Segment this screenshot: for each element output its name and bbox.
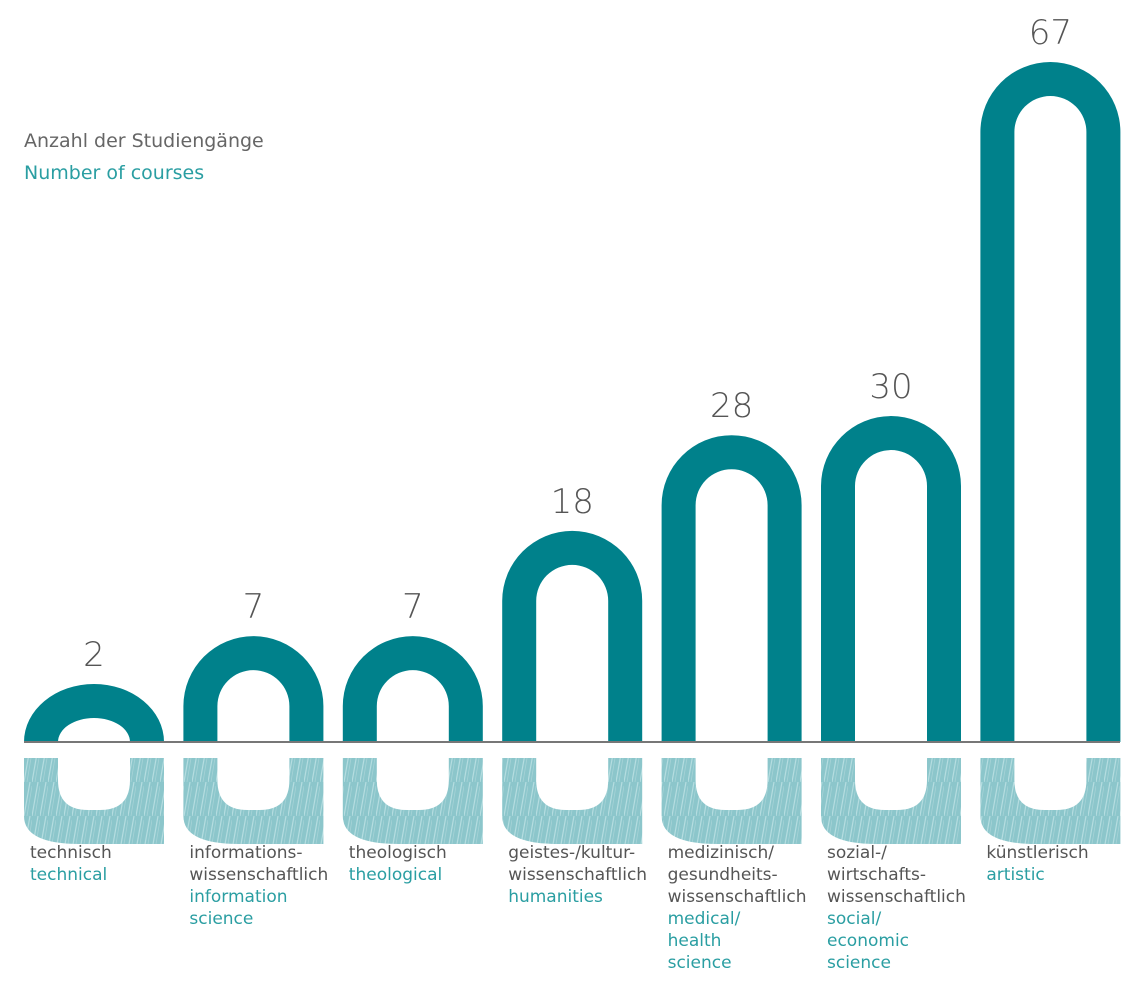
bar-arch-7: [980, 62, 1121, 742]
category-label-english: theological: [348, 865, 443, 885]
category-label-5: medizinisch/ gesundheits- wissenschaftli…: [668, 842, 818, 974]
bar-6: [821, 416, 961, 844]
category-label-4: geistes-/kultur- wissenschaftlich humanit…: [508, 842, 658, 908]
value-label-2: 7: [243, 587, 265, 627]
category-label-3: theologisch theological: [349, 842, 499, 886]
y-axis-label-english: Number of courses: [24, 162, 205, 184]
bar-7: [980, 62, 1121, 844]
category-label-english: social/ economic science: [827, 909, 910, 973]
bar-reflection-6: [821, 758, 961, 844]
bar-arch-5: [661, 435, 802, 742]
category-label-1: technisch technical: [30, 842, 180, 886]
bar-2: [183, 636, 324, 844]
bar-arch-6: [821, 416, 961, 742]
category-label-german: sozial-/ wirtschafts- wissenschaftlich: [827, 843, 966, 907]
bar-4: [502, 530, 643, 844]
value-label-3: 7: [402, 587, 424, 627]
bar-arch-4: [502, 530, 643, 742]
bar-arch-1: [24, 684, 164, 742]
bar-reflection-4: [502, 758, 643, 844]
value-label-4: 18: [551, 482, 594, 522]
category-label-english: medical/ health science: [667, 909, 741, 973]
category-label-german: medizinisch/ gesundheits- wissenschaftli…: [667, 843, 807, 907]
bar-reflection-2: [183, 758, 324, 844]
category-label-2: informations- wissenschaftlich informatio…: [189, 842, 339, 930]
bar-reflection-3: [342, 758, 483, 844]
value-label-5: 28: [710, 386, 753, 426]
category-label-english: information science: [189, 887, 288, 929]
bar-reflection-7: [980, 758, 1121, 844]
category-label-german: künstlerisch: [986, 843, 1089, 863]
value-label-1: 2: [83, 635, 105, 675]
category-label-german: theologisch: [348, 843, 447, 863]
category-label-english: humanities: [508, 887, 603, 907]
category-label-6: sozial-/ wirtschafts- wissenschaftlich so…: [827, 842, 977, 974]
bar-arch-2: [183, 636, 324, 742]
bar-reflection-5: [661, 758, 802, 844]
category-label-german: technisch: [30, 843, 112, 863]
y-axis-label-german: Anzahl der Studiengänge: [24, 130, 264, 152]
bar-reflection-1: [24, 758, 164, 844]
bars-layer: [24, 62, 1121, 844]
category-label-english: artistic: [986, 865, 1045, 885]
bar-5: [661, 435, 802, 844]
bar-3: [342, 636, 483, 844]
bar-arch-3: [342, 636, 483, 742]
bar-1: [24, 684, 164, 844]
value-label-6: 30: [869, 367, 912, 407]
category-label-english: technical: [30, 865, 108, 885]
category-label-7: künstlerisch artistic: [986, 842, 1128, 886]
category-label-german: geistes-/kultur- wissenschaftlich: [508, 843, 648, 885]
category-label-german: informations- wissenschaftlich: [189, 843, 329, 885]
value-label-7: 67: [1029, 13, 1072, 53]
